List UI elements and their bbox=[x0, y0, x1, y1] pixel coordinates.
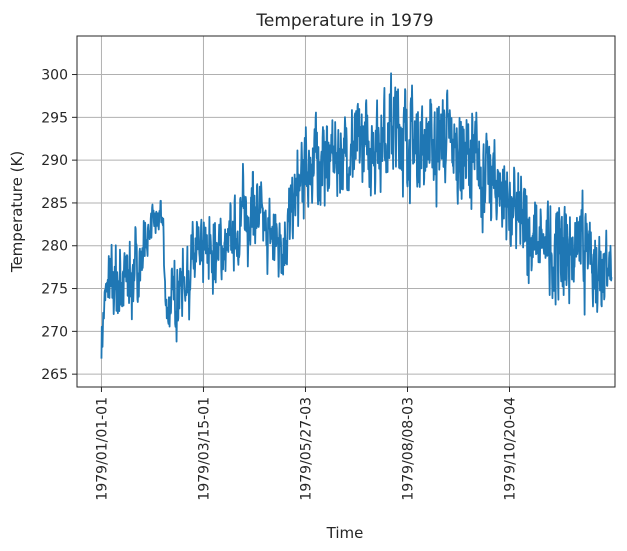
x-axis-label: Time bbox=[326, 524, 364, 542]
series-layer bbox=[100, 72, 613, 359]
chart-title: Temperature in 1979 bbox=[255, 11, 433, 31]
plot-frame bbox=[76, 35, 616, 388]
y-axis-label: Temperature (K) bbox=[8, 151, 26, 273]
y-tick-label: 280 bbox=[41, 239, 68, 255]
y-tick-label: 265 bbox=[41, 367, 68, 383]
x-tick-label: 1979/08/08-03 bbox=[400, 397, 416, 501]
x-tick-label: 1979/10/20-04 bbox=[502, 397, 518, 501]
x-tick-label: 1979/05/27-03 bbox=[298, 397, 314, 501]
y-tick-label: 295 bbox=[41, 110, 68, 126]
x-axis: 1979/01/01-01 1979/03/15-01 1979/05/27-03 1… bbox=[94, 387, 518, 501]
y-tick-label: 285 bbox=[41, 196, 68, 212]
x-tick-label: 1979/01/01-01 bbox=[94, 397, 110, 501]
y-tick-label: 275 bbox=[41, 282, 68, 298]
x-tick-label: 1979/03/15-01 bbox=[196, 397, 212, 501]
temperature-series-line bbox=[100, 72, 613, 359]
y-tick-label: 290 bbox=[41, 153, 68, 169]
y-tick-label: 270 bbox=[41, 324, 68, 340]
y-tick-label: 300 bbox=[41, 68, 68, 84]
y-axis: 265 270 275 280 285 290 295 300 bbox=[41, 68, 77, 383]
